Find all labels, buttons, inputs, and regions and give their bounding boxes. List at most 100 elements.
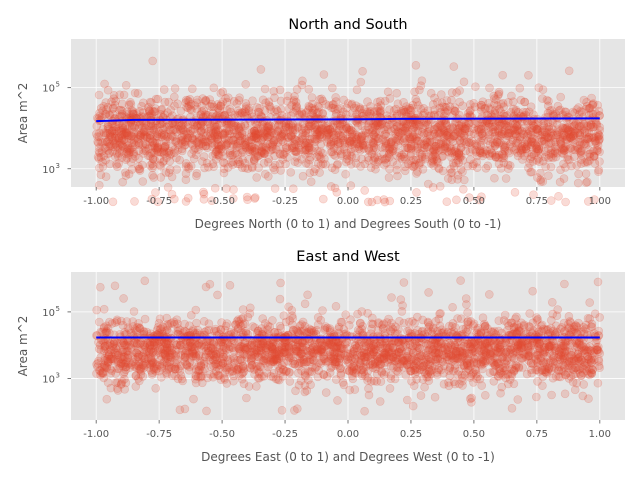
scatter-point <box>148 123 158 133</box>
scatter-point <box>291 140 300 149</box>
scatter-point <box>118 125 127 134</box>
scatter-point <box>189 145 198 155</box>
scatter-point <box>577 151 586 160</box>
scatter-point <box>585 149 595 158</box>
scatter-point <box>281 317 291 327</box>
scatter-point <box>178 125 188 135</box>
scatter-point <box>279 128 289 137</box>
scatter-point <box>250 156 259 166</box>
scatter-point <box>266 105 276 114</box>
scatter-point <box>350 144 360 153</box>
scatter-point <box>193 95 202 105</box>
scatter-point <box>458 381 467 390</box>
scatter-point <box>216 100 226 109</box>
scatter-point <box>115 105 124 115</box>
scatter-point <box>211 122 220 132</box>
scatter-point <box>99 128 109 137</box>
scatter-point <box>452 88 461 97</box>
scatter-point <box>234 124 244 133</box>
scatter-point <box>260 169 270 179</box>
scatter-point <box>558 130 568 140</box>
scatter-point <box>188 140 198 150</box>
scatter-point <box>188 84 197 94</box>
scatter-point <box>438 137 448 146</box>
scatter-point <box>224 136 234 145</box>
scatter-point <box>355 104 365 114</box>
scatter-point <box>367 324 377 334</box>
scatter-point <box>423 179 433 189</box>
scatter-point <box>348 374 358 384</box>
scatter-point <box>483 161 493 171</box>
scatter-point <box>385 153 394 162</box>
scatter-point <box>333 126 343 135</box>
scatter-point <box>163 183 173 192</box>
scatter-point <box>94 154 104 163</box>
scatter-point <box>490 108 500 118</box>
scatter-point <box>591 138 601 148</box>
scatter-point <box>132 109 142 118</box>
scatter-point <box>504 164 513 173</box>
scatter-point <box>385 149 394 158</box>
scatter-point <box>421 153 430 162</box>
chart-title: North and South <box>288 17 407 33</box>
scatter-point <box>330 165 340 174</box>
scatter-point <box>555 177 565 187</box>
scatter-point <box>238 356 247 366</box>
scatter-point <box>163 132 172 142</box>
scatter-point <box>587 133 596 143</box>
scatter-point <box>175 366 185 376</box>
scatter-point <box>213 140 222 149</box>
scatter-point <box>484 290 494 299</box>
scatter-point <box>411 61 421 70</box>
x-tick-label: -0.50 <box>209 196 235 207</box>
scatter-point <box>234 126 244 135</box>
scatter-point <box>305 346 315 356</box>
scatter-point <box>563 155 573 164</box>
scatter-point <box>556 165 565 175</box>
scatter-point <box>229 185 238 194</box>
scatter-point <box>341 169 350 179</box>
scatter-point <box>480 145 489 154</box>
scatter-point <box>501 174 511 183</box>
scatter-point <box>92 129 101 139</box>
scatter-point <box>326 147 336 157</box>
scatter-point <box>273 126 283 135</box>
scatter-point <box>363 197 373 207</box>
scatter-point <box>403 159 413 169</box>
scatter-point <box>544 171 553 180</box>
scatter-point <box>232 129 242 139</box>
scatter-points <box>92 56 605 207</box>
scatter-point <box>357 121 367 131</box>
scatter-point <box>416 391 426 400</box>
scatter-point <box>416 139 426 149</box>
scatter-point <box>281 159 290 169</box>
scatter-point <box>442 108 451 117</box>
scatter-point <box>341 157 351 167</box>
scatter-point <box>392 165 402 175</box>
scatter-point <box>561 197 570 207</box>
scatter-point <box>533 173 542 182</box>
scatter-point <box>176 126 185 135</box>
scatter-point <box>363 308 373 318</box>
scatter-point <box>137 101 146 111</box>
scatter-point <box>358 140 368 149</box>
x-tick-label: -0.25 <box>272 196 298 207</box>
scatter-point <box>262 368 272 377</box>
scatter-point <box>417 76 427 85</box>
scatter-point <box>428 100 438 109</box>
x-tick-label: 0.25 <box>400 196 422 207</box>
scatter-point <box>396 295 406 304</box>
scatter-point <box>263 158 273 167</box>
scatter-point <box>498 70 508 80</box>
scatter-point <box>138 108 148 117</box>
scatter-point <box>153 129 163 139</box>
scatter-point <box>205 95 215 104</box>
scatter-point <box>110 318 120 328</box>
scatter-point <box>595 313 605 322</box>
scatter-point <box>507 137 516 147</box>
scatter-point <box>411 94 421 104</box>
scatter-point <box>469 124 479 133</box>
scatter-point <box>113 384 122 393</box>
scatter-point <box>547 297 557 307</box>
scatter-point <box>127 165 137 174</box>
